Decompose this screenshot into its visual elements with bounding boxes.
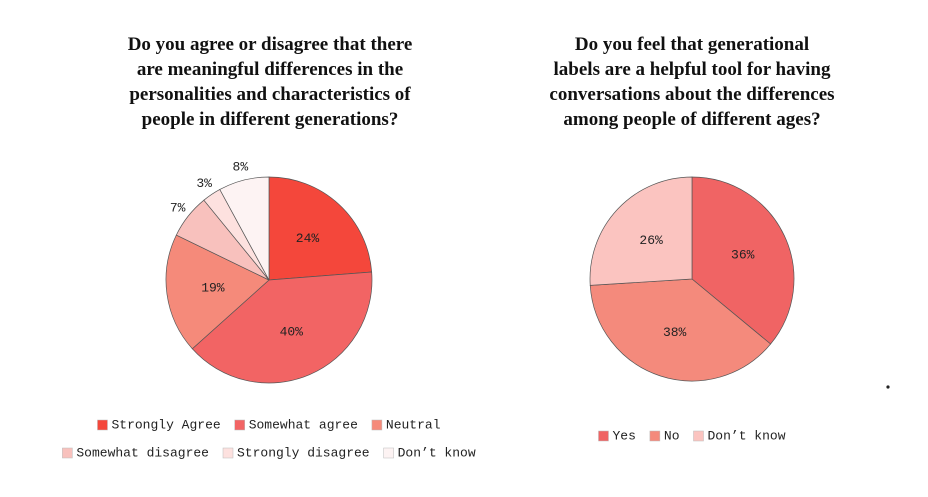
chart-title: personalities and characteristics of	[129, 84, 411, 105]
legend-label: Don’t know	[708, 428, 786, 443]
legend-label: Strongly Agree	[111, 417, 220, 432]
legend-swatch	[649, 430, 661, 442]
data-label: 26%	[639, 233, 663, 248]
data-label: 7%	[170, 200, 186, 215]
chart-title: conversations about the differences	[549, 84, 834, 105]
pie-slice	[691, 176, 795, 345]
legend-swatch	[598, 430, 609, 442]
data-label: 8%	[233, 160, 249, 175]
chart-title: Do you feel that generational	[575, 34, 809, 55]
legend-swatch	[62, 447, 73, 459]
legend-swatch	[383, 447, 394, 459]
legend-swatch	[693, 430, 704, 442]
legend-label: Don’t know	[398, 445, 476, 460]
legend-label: Yes	[612, 428, 635, 443]
pie-slice	[191, 271, 373, 384]
legend-label: No	[664, 428, 680, 443]
data-label: 3%	[196, 176, 212, 191]
pie-slice	[268, 176, 373, 281]
chart-title: labels are a helpful tool for having	[554, 59, 831, 80]
dot	[886, 385, 890, 389]
data-label: 40%	[280, 325, 304, 340]
data-label: 38%	[663, 325, 687, 340]
chart-title: people in different generations?	[142, 109, 399, 130]
chart-title: among people of different ages?	[563, 109, 820, 130]
legend-label: Somewhat agree	[249, 417, 358, 432]
pie-slice	[219, 176, 270, 281]
data-label: 19%	[201, 280, 225, 295]
data-label: 36%	[731, 248, 755, 263]
legend-label: Somewhat disagree	[76, 445, 209, 460]
pie-slice	[589, 278, 772, 382]
pie-slice	[589, 176, 693, 286]
chart-title: Do you agree or disagree that there	[128, 34, 413, 55]
legend-label: Strongly disagree	[237, 445, 370, 460]
legend-swatch	[222, 447, 234, 459]
legend-swatch	[97, 419, 108, 431]
legend-swatch	[234, 419, 245, 431]
chart-title: are meaningful differences in the	[137, 59, 403, 80]
legend-label: Neutral	[386, 417, 441, 432]
pie-slice	[165, 234, 270, 350]
legend-swatch	[371, 419, 383, 431]
data-label: 24%	[296, 231, 320, 246]
